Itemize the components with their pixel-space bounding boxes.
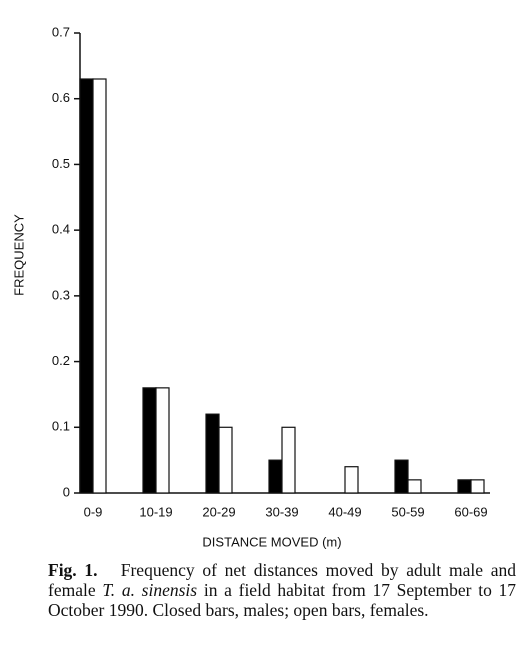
bar [92, 78, 107, 494]
bar [281, 426, 296, 494]
bar [79, 78, 94, 494]
y-tick-label: 0.2 [52, 353, 70, 368]
y-axis-label: FREQUENCY [11, 214, 26, 296]
x-tick-label: 40-49 [328, 504, 361, 519]
y-tick-label: 0.4 [52, 222, 70, 237]
bar [205, 413, 220, 494]
bar [470, 479, 485, 494]
bar [394, 459, 409, 494]
y-tick-label: 0.3 [52, 287, 70, 302]
bar [407, 479, 422, 494]
x-tick-label: 30-39 [265, 504, 298, 519]
bar [218, 426, 233, 494]
caption: Fig. 1. Frequency of net distances moved… [48, 560, 516, 620]
bar [268, 459, 283, 494]
caption-species: T. a. sinensis [102, 580, 198, 600]
y-tick-label: 0.1 [52, 419, 70, 434]
y-tick-label: 0.5 [52, 156, 70, 171]
x-axis-label: DISTANCE MOVED (m) [202, 534, 341, 549]
x-tick-label: 60-69 [454, 504, 487, 519]
x-tick-label: 50-59 [391, 504, 424, 519]
bar [155, 387, 170, 494]
caption-text: Frequency of net distances moved by adul… [48, 560, 516, 600]
caption-text: in a field habitat from 17 September to … [48, 580, 517, 620]
bar [142, 387, 157, 494]
y-tick-label: 0.6 [52, 90, 70, 105]
y-tick-label: 0 [63, 484, 70, 499]
x-tick-label: 20-29 [202, 504, 235, 519]
bar [457, 479, 472, 494]
x-tick-label: 0-9 [84, 504, 103, 519]
x-tick-label: 10-19 [139, 504, 172, 519]
bar [344, 466, 359, 494]
y-tick-label: 0.7 [52, 24, 70, 39]
chart: FREQUENCY DISTANCE MOVED (m) 0 0.1 0.2 0.3 0… [11, 24, 490, 549]
caption-label: Fig. 1. [48, 560, 98, 580]
